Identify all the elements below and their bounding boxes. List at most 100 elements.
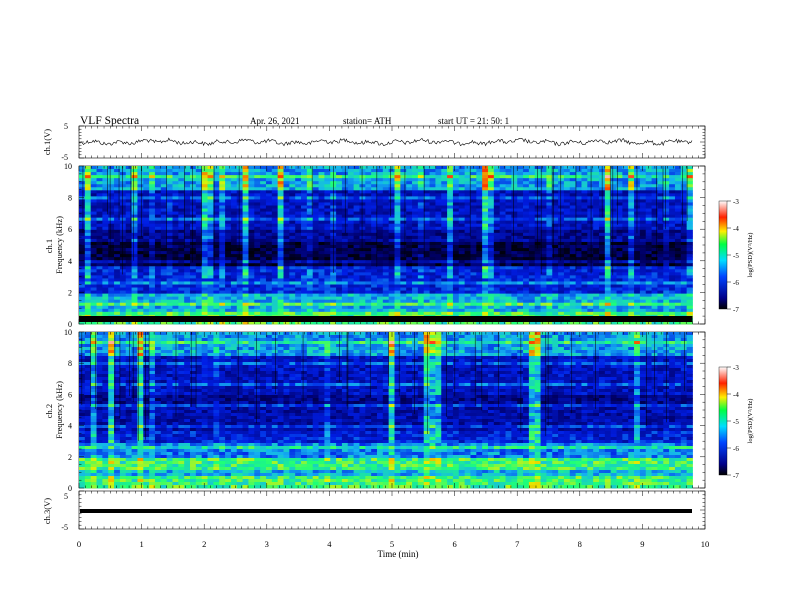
spectrogram-cell — [610, 184, 617, 188]
spectrogram-cell — [628, 211, 635, 216]
spectrogram-cell — [312, 275, 319, 279]
spectrogram-cell — [447, 299, 454, 304]
spectrogram-cell — [657, 248, 664, 252]
spectrogram-cell — [108, 211, 115, 216]
spectrogram-cell — [593, 241, 600, 246]
spectrogram-cell — [248, 226, 255, 231]
spectrogram-cell — [476, 263, 483, 267]
spectrogram-cell — [371, 169, 378, 173]
spectrogram-cell — [318, 257, 325, 261]
spectrogram-cell — [423, 169, 430, 173]
spectrogram-cell — [376, 232, 384, 237]
spectrogram-cell — [599, 257, 606, 261]
spectrogram-cell — [295, 241, 302, 246]
spectrogram-cell — [464, 166, 471, 170]
spectrogram-cell — [347, 272, 354, 276]
spectrogram-cell — [353, 214, 360, 219]
spectrogram-cell — [359, 184, 366, 188]
spectrogram-cell — [254, 199, 261, 203]
spectrogram-cell — [616, 181, 623, 185]
spectrogram-cell — [400, 278, 407, 282]
spectrogram-cell — [265, 238, 273, 243]
spectrogram-cell — [558, 290, 565, 295]
spectrogram-cell — [663, 293, 670, 298]
spectrogram-cell — [108, 229, 115, 234]
spectrogram-cell — [219, 248, 226, 252]
spectrogram-cell — [639, 284, 647, 288]
spectrogram-cell — [447, 278, 454, 282]
spectrogram-cell — [376, 251, 384, 255]
spectrogram-cell — [452, 202, 460, 206]
spectrogram-cell — [289, 184, 296, 188]
spectrogram-cell — [394, 202, 401, 206]
spectrogram-cell — [131, 248, 138, 252]
spectrogram-cell — [283, 296, 290, 301]
spectrogram-cell — [190, 235, 197, 240]
spectrogram-cell — [108, 272, 115, 276]
spectrogram-cell — [96, 232, 103, 237]
spectrogram-cell — [154, 263, 162, 267]
spectrogram-cell — [435, 287, 442, 291]
spectrogram-cell — [353, 172, 360, 176]
spectrogram-cell — [575, 254, 582, 258]
spectrogram-cell — [108, 202, 115, 206]
spectrogram-cell — [84, 260, 92, 264]
spectrogram-cell — [511, 241, 518, 246]
spectrogram-cell — [423, 284, 430, 288]
spectrogram-cell — [458, 193, 466, 197]
spectrogram-cell — [271, 293, 279, 298]
spectrogram-cell — [604, 245, 612, 249]
spectrogram-cell — [423, 263, 430, 267]
spectrogram-cell — [301, 278, 308, 282]
spectrogram-cell — [400, 293, 407, 298]
spectrogram-cell — [236, 199, 243, 203]
spectrogram-cell — [406, 190, 413, 194]
spectrogram-cell — [593, 169, 600, 173]
spectrogram-cell — [365, 299, 372, 304]
spectrogram-cell — [435, 166, 442, 170]
spectrogram-cell — [225, 266, 232, 270]
spectrogram-cell — [686, 175, 693, 179]
spectrogram-cell — [201, 199, 208, 203]
spectrogram-cell — [265, 263, 273, 267]
spectrogram-cell — [616, 202, 623, 206]
spectrogram-cell — [441, 293, 448, 298]
spectrogram-cell — [79, 229, 86, 234]
spectrogram-cell — [680, 178, 688, 182]
spectrogram-cell — [487, 211, 495, 216]
spectrogram-cell — [563, 269, 571, 273]
spectrogram-cell — [575, 263, 582, 267]
spectrogram-cell — [651, 205, 658, 209]
spectrogram-cell — [376, 241, 384, 246]
spectrogram-cell — [230, 284, 238, 288]
spectrogram-cell — [271, 290, 279, 295]
spectrogram-cell — [452, 187, 460, 191]
spectrogram-cell — [131, 266, 138, 270]
spectrogram-cell — [406, 251, 413, 255]
spectrogram-cell — [470, 290, 477, 295]
spectrogram-cell — [230, 299, 238, 304]
spectrogram-cell — [96, 290, 103, 295]
spectrogram-cell — [119, 220, 127, 225]
spectrogram-cell — [610, 269, 617, 273]
spectrogram-cell — [587, 248, 594, 252]
spectrogram-cell — [493, 257, 501, 261]
spectrogram-cell — [546, 196, 553, 200]
spectrogram-cell — [394, 254, 401, 258]
spectrogram-cell — [575, 293, 582, 298]
spectrogram-cell — [552, 211, 559, 216]
spectrogram-cell — [400, 272, 407, 276]
spectrogram-cell — [376, 281, 384, 285]
spectrogram-cell — [265, 181, 273, 185]
spectrogram-cell — [517, 266, 524, 270]
spectrogram-cell — [604, 248, 612, 252]
spectrogram-cell — [575, 193, 582, 197]
spectrogram-cell — [248, 254, 255, 258]
spectrogram-cell — [563, 257, 571, 261]
spectrogram-cell — [119, 223, 127, 228]
spectrogram-cell — [289, 217, 296, 222]
spectrogram-cell — [336, 257, 343, 261]
spectrogram-cell — [493, 266, 501, 270]
spectrogram-cell — [79, 181, 86, 185]
spectrogram-cell — [184, 223, 191, 228]
